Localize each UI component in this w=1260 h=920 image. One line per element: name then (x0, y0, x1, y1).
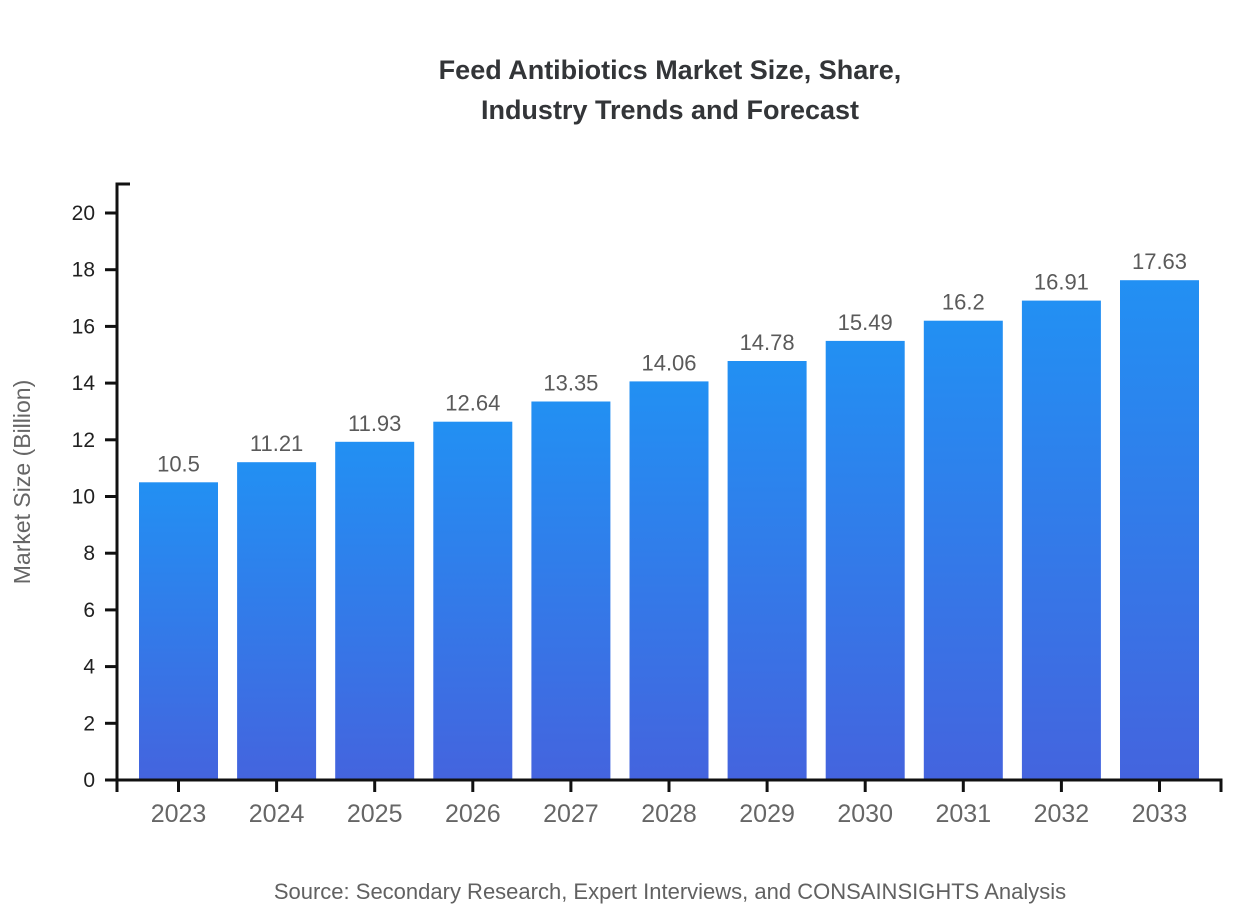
bar (1021, 300, 1101, 780)
x-tick-label: 2029 (739, 800, 795, 828)
y-tick-label: 6 (83, 599, 95, 622)
x-tick-label: 2031 (935, 800, 991, 828)
bar-value-label: 13.35 (543, 371, 598, 396)
y-tick-label: 4 (83, 656, 95, 679)
source-note: Source: Secondary Research, Expert Inter… (273, 879, 1067, 904)
bar (531, 401, 611, 780)
bar-value-label: 16.2 (942, 290, 985, 315)
bar (335, 441, 415, 780)
axis-spines (115, 182, 1223, 792)
x-tick-label: 2024 (249, 800, 305, 828)
chart-title: Feed Antibiotics Market Size, Share, Ind… (439, 50, 902, 130)
x-tick-label: 2030 (837, 800, 893, 828)
bar (237, 462, 317, 780)
y-tick-label: 20 (72, 202, 95, 225)
bar (825, 340, 905, 780)
y-tick-label: 8 (83, 542, 95, 565)
y-tick-label: 10 (72, 486, 95, 509)
x-tick-label: 2028 (641, 800, 697, 828)
y-tick-label: 0 (83, 769, 95, 792)
bar (727, 361, 807, 780)
x-tick-label: 2027 (543, 800, 599, 828)
bar-value-label: 10.5 (157, 451, 200, 476)
bar-value-label: 14.06 (641, 350, 696, 375)
x-tick-label: 2032 (1034, 800, 1090, 828)
y-tick-label: 12 (72, 429, 95, 452)
bar-value-label: 12.64 (445, 391, 500, 416)
bar-value-label: 17.63 (1132, 249, 1187, 274)
y-tick-label: 16 (72, 315, 95, 338)
x-tick-label: 2023 (151, 800, 207, 828)
bar (1120, 280, 1199, 780)
chart-title-line2: Industry Trends and Forecast (480, 95, 860, 125)
bar (923, 320, 1003, 780)
bar-value-label: 11.21 (250, 431, 303, 456)
x-tick-label: 2033 (1132, 800, 1188, 828)
bar-value-label: 16.91 (1034, 270, 1089, 295)
chart-title-line1: Feed Antibiotics Market Size, Share, (438, 55, 902, 85)
bar-value-label: 11.93 (348, 411, 401, 436)
y-tick-label: 2 (83, 712, 95, 735)
bar (139, 482, 218, 780)
y-tick-label: 18 (72, 259, 95, 282)
x-tick-label: 2025 (347, 800, 403, 828)
bar (433, 421, 513, 780)
y-axis-title: Market Size (Billion) (9, 380, 35, 585)
bar-value-label: 14.78 (740, 330, 795, 355)
bar (629, 381, 709, 780)
x-tick-label: 2026 (445, 800, 501, 828)
bar-value-label: 15.49 (838, 310, 893, 335)
y-tick-label: 14 (72, 372, 96, 395)
